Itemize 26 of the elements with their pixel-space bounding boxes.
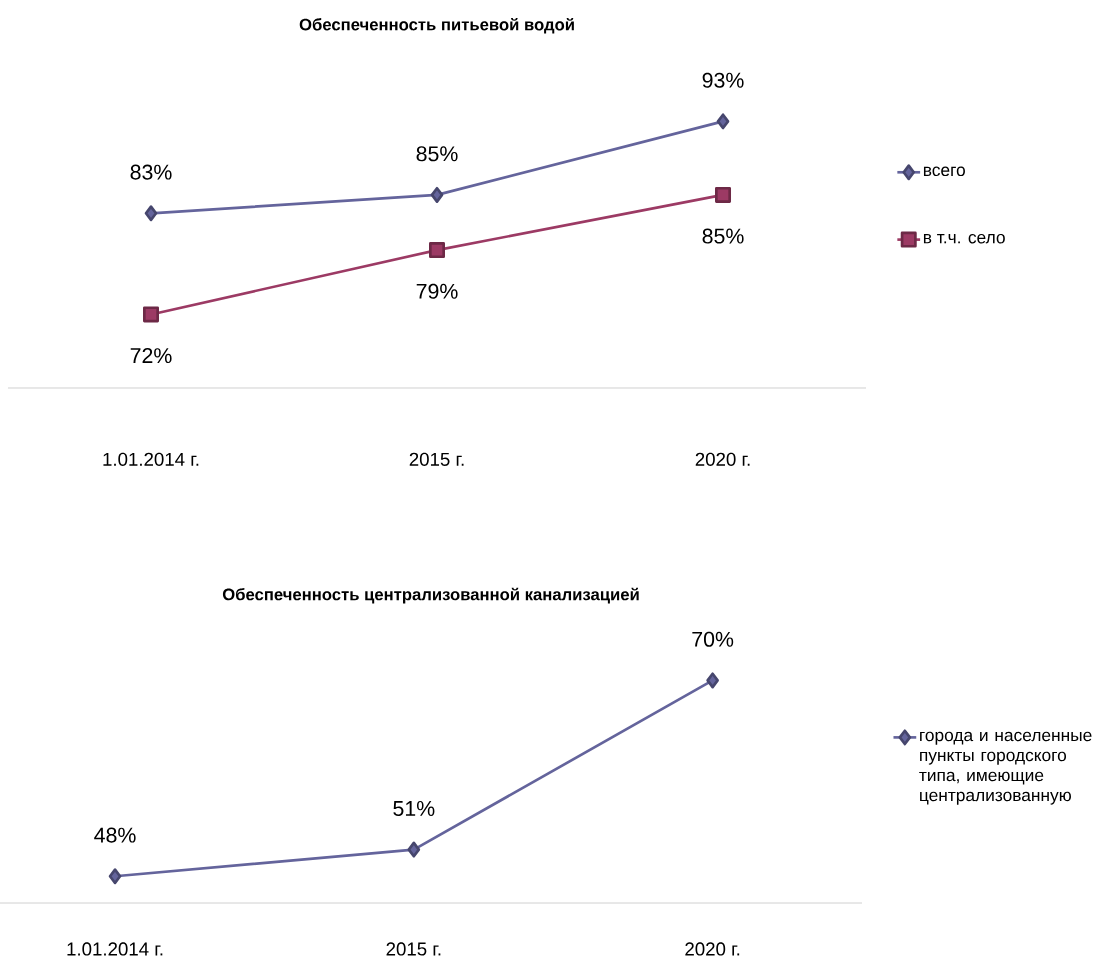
point	[144, 205, 158, 222]
chart-title: Обеспеченность питьевой водой	[299, 17, 574, 34]
point	[716, 113, 730, 130]
legend-label: города и населенные пункты городского типа, имеющие централизованную	[919, 731, 1092, 805]
x-tick-label: 1.01.2014 г.	[67, 942, 163, 956]
data-label: 48%	[94, 827, 136, 843]
legend-label: в т.ч. село	[923, 233, 1005, 244]
point	[715, 186, 732, 203]
point	[429, 242, 446, 259]
x-tick-label: 2015 г.	[386, 942, 441, 956]
x-tick-label: 2020 г.	[685, 942, 740, 956]
data-label: 51%	[393, 800, 435, 816]
legend-label: всего	[923, 166, 965, 177]
data-label: 83%	[130, 164, 172, 180]
x-tick-label: 2015 г.	[409, 452, 464, 466]
data-label: 93%	[702, 72, 744, 88]
x-tick-label: 2020 г.	[695, 452, 750, 466]
data-label: 85%	[702, 228, 744, 244]
data-label: 79%	[416, 283, 458, 299]
point	[430, 186, 444, 203]
x-tick-label: 1.01.2014 г.	[103, 452, 199, 466]
point	[143, 306, 160, 323]
data-label: 72%	[130, 348, 172, 364]
data-label: 85%	[416, 146, 458, 162]
chart-title: Обеспеченность централизованной канализацией	[222, 587, 639, 604]
data-label: 70%	[692, 631, 734, 647]
